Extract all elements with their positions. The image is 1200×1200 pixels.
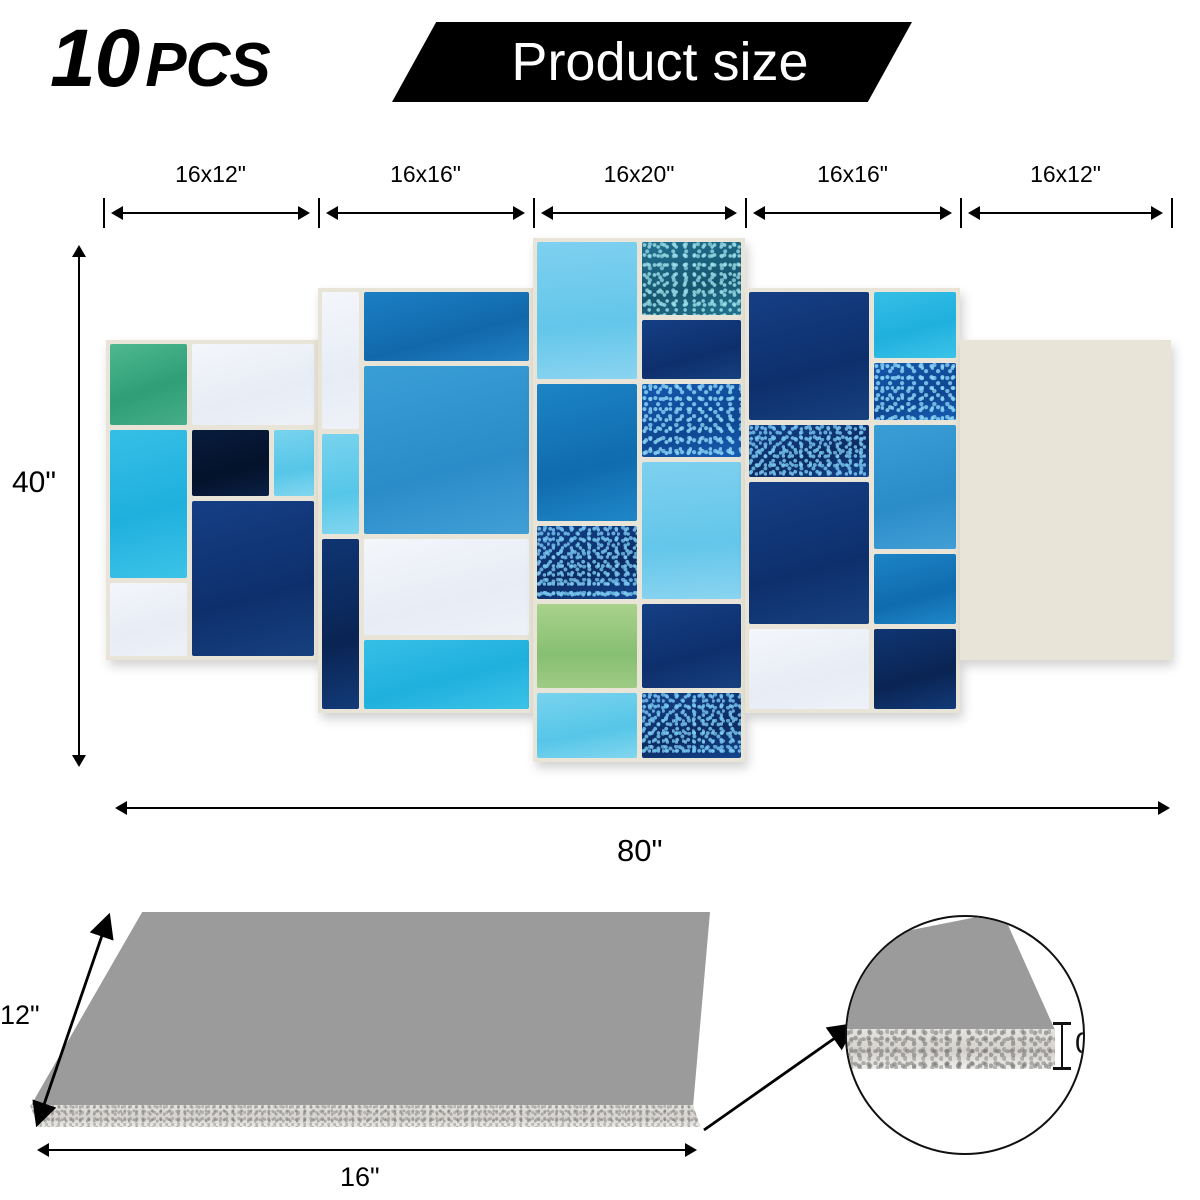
dimension-tick — [745, 198, 747, 228]
tile — [537, 603, 637, 689]
overall-width-label: 80" — [617, 833, 663, 868]
tile — [191, 501, 314, 656]
board-depth-arrow — [30, 910, 140, 1130]
art-panel-3[interactable] — [533, 238, 745, 762]
segment-arrow — [326, 206, 525, 220]
tile — [322, 539, 359, 709]
tile — [873, 425, 956, 549]
board-edge-texture — [30, 1105, 701, 1127]
thickness-caliper-icon — [1053, 1022, 1071, 1070]
tile — [322, 434, 359, 535]
tile — [873, 553, 956, 625]
tile — [363, 640, 529, 709]
board-width-arrow — [37, 1143, 697, 1157]
tile — [191, 429, 269, 497]
tile — [641, 383, 741, 457]
art-panel-1[interactable] — [106, 340, 318, 660]
tile — [641, 603, 741, 689]
dimension-tick — [533, 198, 535, 228]
tile — [537, 383, 637, 521]
segment-arrow — [968, 206, 1163, 220]
board-illustration: 12" 16" — [0, 890, 760, 1192]
overall-width-arrow — [115, 801, 1170, 815]
tile — [363, 292, 529, 361]
segment-size-label: 16x20" — [603, 160, 675, 187]
art-panel-4[interactable] — [745, 288, 960, 713]
tile — [641, 319, 741, 379]
banner-title: Product size — [511, 32, 809, 92]
dimension-tick — [960, 198, 962, 228]
tile — [110, 583, 187, 656]
tile — [749, 425, 869, 478]
tile — [873, 292, 956, 359]
segment-size-label: 16x16" — [390, 160, 461, 187]
tile — [110, 429, 187, 579]
tile — [537, 242, 637, 379]
header: 10PCS Product size — [0, 0, 1200, 128]
board-depth-arrow-svg — [32, 912, 114, 1128]
artwork-panels — [106, 238, 1171, 762]
dimension-tick — [103, 198, 105, 228]
magnified-surface — [847, 917, 1055, 1030]
overall-height-arrow — [72, 245, 86, 767]
segment-size-label: 16x16" — [817, 160, 888, 187]
board-width-label: 16" — [340, 1162, 380, 1192]
dimension-tick — [1171, 198, 1173, 228]
board-depth-label: 12" — [0, 1000, 40, 1030]
tile — [322, 292, 359, 429]
tile — [273, 429, 314, 497]
thickness-label: 0.4" — [1075, 1027, 1083, 1061]
magnifier-callout-svg — [703, 1022, 857, 1132]
tile — [641, 693, 741, 758]
tile — [641, 461, 741, 599]
segment-arrow — [111, 206, 310, 220]
quantity-number: 10 — [50, 13, 140, 104]
board-surface — [30, 912, 710, 1107]
segment-size-label: 16x12" — [1030, 160, 1101, 187]
art-panel-2[interactable] — [318, 288, 533, 713]
tile — [363, 539, 529, 636]
tile — [873, 629, 956, 709]
tile — [537, 693, 637, 758]
top-dimension-strip: 16x12" 16x16" 16x20" 16x16" 16x12" — [0, 160, 1200, 228]
dimension-tick — [318, 198, 320, 228]
segment-size-label: 16x12" — [175, 160, 246, 187]
banner-shape — [392, 22, 912, 102]
segment-arrow — [541, 206, 737, 220]
overall-height-label: 40" — [12, 466, 57, 499]
tile — [191, 344, 314, 425]
tile — [641, 242, 741, 315]
tile — [749, 292, 869, 421]
tile — [873, 363, 956, 421]
art-panel-5[interactable] — [960, 340, 1171, 660]
tile — [110, 344, 187, 425]
tile — [749, 629, 869, 709]
magnifier-circle: 0.4" — [845, 915, 1085, 1155]
magnifier-callout — [700, 1010, 890, 1140]
tile — [537, 525, 637, 599]
tile — [363, 365, 529, 535]
quantity-label: 10PCS — [50, 18, 271, 100]
quantity-unit: PCS — [145, 31, 270, 100]
segment-arrow — [753, 206, 952, 220]
tile — [749, 482, 869, 625]
magnified-edge-texture — [847, 1029, 1055, 1069]
